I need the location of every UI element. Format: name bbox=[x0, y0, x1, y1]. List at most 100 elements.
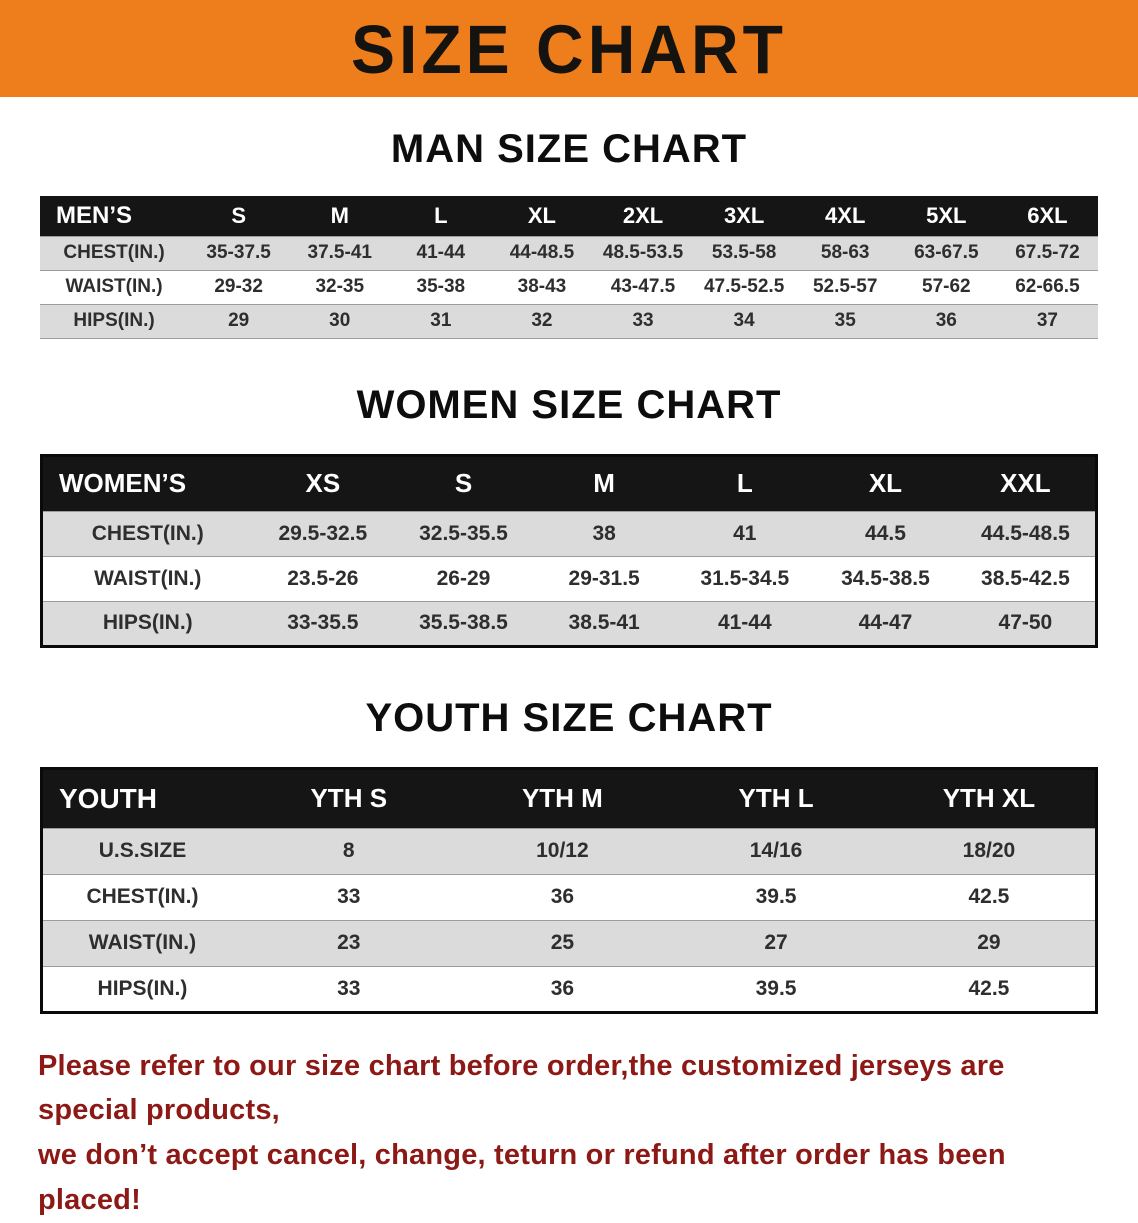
size-column-header: S bbox=[393, 455, 534, 511]
row-label-cell: CHEST(IN.) bbox=[42, 511, 253, 556]
measurement-value-cell: 53.5-58 bbox=[694, 236, 795, 270]
youth-size-heading: YOUTH SIZE CHART bbox=[0, 696, 1138, 741]
measurement-value-cell: 41-44 bbox=[390, 236, 491, 270]
measurement-value-cell: 23.5-26 bbox=[253, 556, 394, 601]
measurement-value-cell: 44-47 bbox=[815, 601, 956, 646]
measurement-value-cell: 38.5-42.5 bbox=[956, 556, 1097, 601]
measurement-value-cell: 44-48.5 bbox=[491, 236, 592, 270]
measurement-value-cell: 29-32 bbox=[188, 270, 289, 304]
measurement-value-cell: 62-66.5 bbox=[997, 270, 1098, 304]
measurement-value-cell: 39.5 bbox=[669, 874, 883, 920]
row-label-cell: CHEST(IN.) bbox=[40, 236, 188, 270]
men-size-heading: MAN SIZE CHART bbox=[0, 127, 1138, 172]
measurement-value-cell: 52.5-57 bbox=[795, 270, 896, 304]
measurement-value-cell: 41-44 bbox=[674, 601, 815, 646]
measurement-value-cell: 33 bbox=[242, 874, 456, 920]
measurement-value-cell: 39.5 bbox=[669, 966, 883, 1012]
table-name-cell: MEN’S bbox=[40, 196, 188, 236]
measurement-value-cell: 47-50 bbox=[956, 601, 1097, 646]
measurement-value-cell: 32-35 bbox=[289, 270, 390, 304]
measurement-value-cell: 34.5-38.5 bbox=[815, 556, 956, 601]
measurement-value-cell: 32 bbox=[491, 304, 592, 338]
measurement-value-cell: 43-47.5 bbox=[592, 270, 693, 304]
measurement-value-cell: 31 bbox=[390, 304, 491, 338]
measurement-value-cell: 37.5-41 bbox=[289, 236, 390, 270]
size-column-header: L bbox=[674, 455, 815, 511]
measurement-value-cell: 38.5-41 bbox=[534, 601, 675, 646]
measurement-value-cell: 35-37.5 bbox=[188, 236, 289, 270]
size-column-header: 2XL bbox=[592, 196, 693, 236]
size-column-header: XL bbox=[815, 455, 956, 511]
measurement-value-cell: 35 bbox=[795, 304, 896, 338]
size-column-header: 4XL bbox=[795, 196, 896, 236]
measurement-value-cell: 18/20 bbox=[883, 828, 1097, 874]
size-column-header: XXL bbox=[956, 455, 1097, 511]
measurement-value-cell: 48.5-53.5 bbox=[592, 236, 693, 270]
table-name-cell: YOUTH bbox=[42, 768, 242, 828]
row-label-cell: CHEST(IN.) bbox=[42, 874, 242, 920]
measurement-value-cell: 36 bbox=[896, 304, 997, 338]
size-column-header: M bbox=[289, 196, 390, 236]
disclaimer: Please refer to our size chart before or… bbox=[38, 1044, 1100, 1223]
measurement-value-cell: 42.5 bbox=[883, 874, 1097, 920]
size-column-header: 6XL bbox=[997, 196, 1098, 236]
measurement-value-cell: 37 bbox=[997, 304, 1098, 338]
measurement-value-cell: 26-29 bbox=[393, 556, 534, 601]
measurement-value-cell: 29 bbox=[883, 920, 1097, 966]
measurement-value-cell: 35.5-38.5 bbox=[393, 601, 534, 646]
size-column-header: XL bbox=[491, 196, 592, 236]
size-chart-banner: SIZE CHART bbox=[0, 0, 1138, 97]
measurement-value-cell: 29.5-32.5 bbox=[253, 511, 394, 556]
size-column-header: M bbox=[534, 455, 675, 511]
measurement-value-cell: 34 bbox=[694, 304, 795, 338]
measurement-value-cell: 10/12 bbox=[456, 828, 670, 874]
measurement-value-cell: 30 bbox=[289, 304, 390, 338]
size-column-header: L bbox=[390, 196, 491, 236]
measurement-value-cell: 33 bbox=[242, 966, 456, 1012]
measurement-value-cell: 63-67.5 bbox=[896, 236, 997, 270]
measurement-value-cell: 36 bbox=[456, 874, 670, 920]
size-column-header: YTH S bbox=[242, 768, 456, 828]
row-label-cell: U.S.SIZE bbox=[42, 828, 242, 874]
row-label-cell: HIPS(IN.) bbox=[42, 966, 242, 1012]
measurement-value-cell: 58-63 bbox=[795, 236, 896, 270]
measurement-value-cell: 36 bbox=[456, 966, 670, 1012]
measurement-value-cell: 8 bbox=[242, 828, 456, 874]
measurement-value-cell: 35-38 bbox=[390, 270, 491, 304]
measurement-value-cell: 42.5 bbox=[883, 966, 1097, 1012]
size-column-header: YTH XL bbox=[883, 768, 1097, 828]
measurement-value-cell: 67.5-72 bbox=[997, 236, 1098, 270]
measurement-value-cell: 44.5-48.5 bbox=[956, 511, 1097, 556]
measurement-value-cell: 44.5 bbox=[815, 511, 956, 556]
row-label-cell: WAIST(IN.) bbox=[40, 270, 188, 304]
measurement-value-cell: 38-43 bbox=[491, 270, 592, 304]
table-name-cell: WOMEN’S bbox=[42, 455, 253, 511]
measurement-value-cell: 32.5-35.5 bbox=[393, 511, 534, 556]
measurement-value-cell: 29-31.5 bbox=[534, 556, 675, 601]
measurement-value-cell: 31.5-34.5 bbox=[674, 556, 815, 601]
size-column-header: S bbox=[188, 196, 289, 236]
row-label-cell: WAIST(IN.) bbox=[42, 556, 253, 601]
women-size-heading: WOMEN SIZE CHART bbox=[0, 383, 1138, 428]
measurement-value-cell: 38 bbox=[534, 511, 675, 556]
measurement-value-cell: 23 bbox=[242, 920, 456, 966]
measurement-value-cell: 29 bbox=[188, 304, 289, 338]
disclaimer-line-1: Please refer to our size chart before or… bbox=[38, 1044, 1100, 1134]
size-column-header: YTH M bbox=[456, 768, 670, 828]
